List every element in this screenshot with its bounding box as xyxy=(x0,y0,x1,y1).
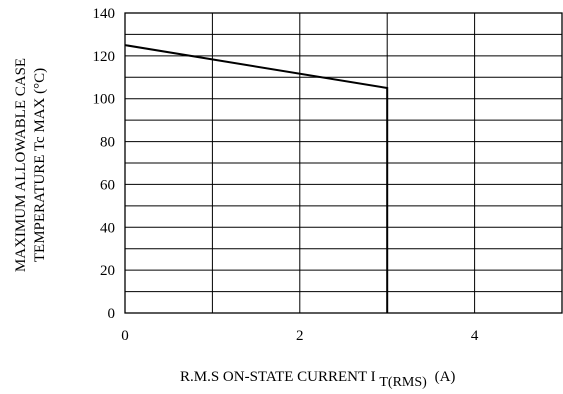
x-axis-title-main: R.M.S ON-STATE CURRENT I xyxy=(180,369,376,385)
y-tick-label: 100 xyxy=(93,92,116,108)
x-tick-label: 2 xyxy=(296,328,304,344)
y-tick-labels: 0 20 40 60 80 100 120 140 xyxy=(93,6,116,322)
x-axis-title-unit: (A) xyxy=(435,369,456,385)
y-tick-label: 140 xyxy=(93,6,116,22)
y-tick-label: 0 xyxy=(108,306,116,322)
y-tick-label: 80 xyxy=(100,135,115,151)
x-tick-label: 4 xyxy=(471,328,479,344)
x-tick-label: 0 xyxy=(121,328,129,344)
x-tick-labels: 0 2 4 xyxy=(121,328,479,344)
y-axis-title-line-2: TEMPERATURE Tc MAX (°C) xyxy=(32,68,48,262)
y-tick-label: 120 xyxy=(93,49,116,65)
x-axis-title: R.M.S ON-STATE CURRENT I T(RMS) (A) xyxy=(180,369,455,390)
y-tick-label: 40 xyxy=(100,220,115,236)
y-tick-label: 20 xyxy=(100,263,115,279)
y-tick-label: 60 xyxy=(100,177,115,193)
series-group xyxy=(124,44,389,313)
plot-frame xyxy=(124,12,563,314)
series-line xyxy=(124,44,389,313)
x-axis-title-subscript: T(RMS) xyxy=(379,375,427,390)
grid-lines xyxy=(125,13,562,313)
y-axis-title-line-1: MAXIMUM ALLOWABLE CASE xyxy=(13,58,29,272)
